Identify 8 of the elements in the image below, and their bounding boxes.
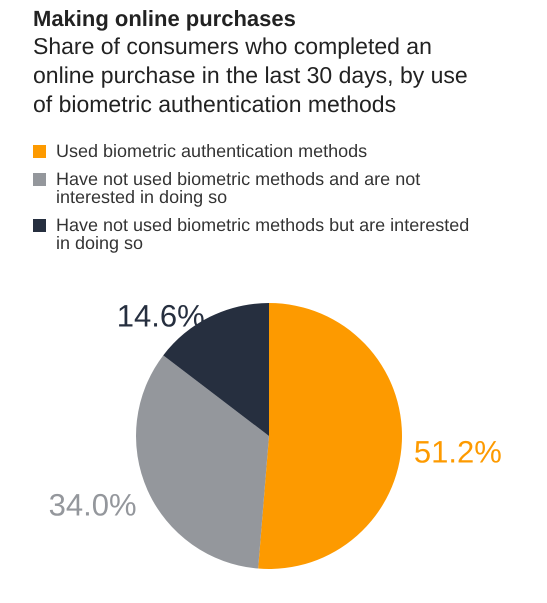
data-label: 51.2% bbox=[414, 434, 502, 470]
legend-label: Have not used biometric methods and are not interested in doing so bbox=[56, 169, 422, 207]
data-label: 34.0% bbox=[48, 487, 137, 522]
legend-label: Used biometric authentication methods bbox=[56, 141, 368, 161]
data-label: 14.6% bbox=[116, 298, 205, 334]
chart-title: Making online purchases bbox=[33, 5, 297, 32]
chart-subtitle: Share of consumers who completed an online purchase in the last 30 days, by use of biometric authentication methods bbox=[33, 32, 469, 119]
legend-label: Have not used biometric methods but are interested in doing so bbox=[56, 215, 470, 253]
